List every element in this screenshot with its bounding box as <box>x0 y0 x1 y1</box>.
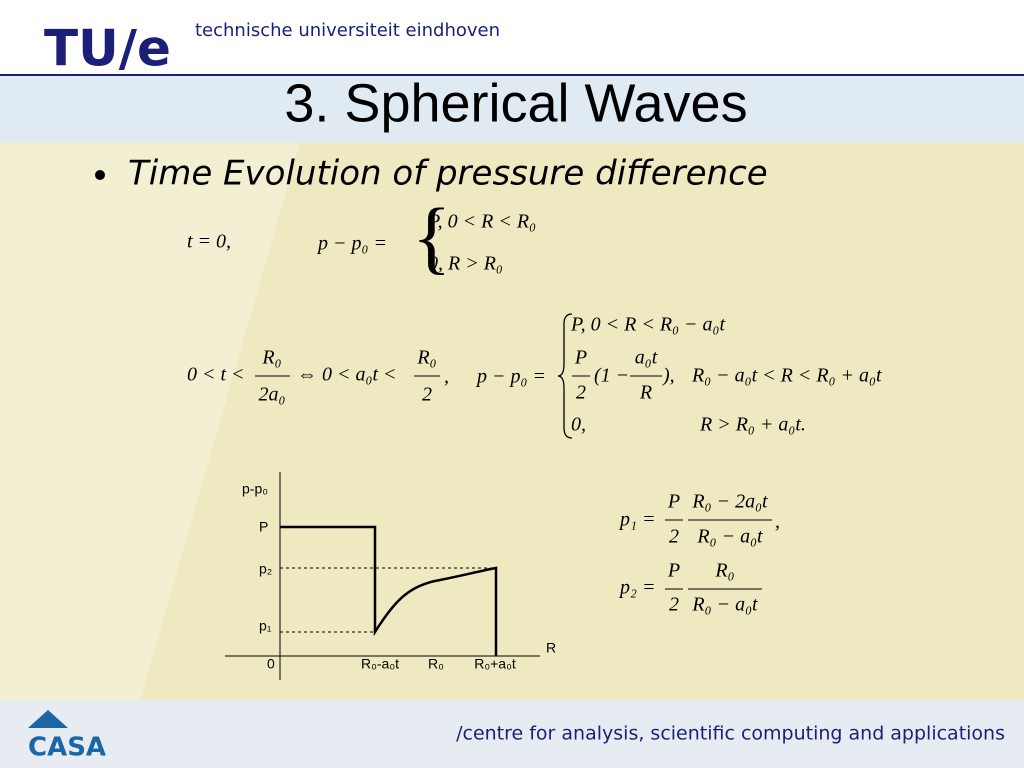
background-shade <box>0 143 300 700</box>
logo-roof <box>28 710 68 728</box>
eq-text: 0, R > R₀ <box>428 253 503 275</box>
equation: p₁ = P 2 R₀ − 2a₀t R₀ − a₀t , p₂ = P 2 R… <box>618 491 780 616</box>
equation: t = 0, p − p₀ = { P, 0 < R < R₀ 0, R > R… <box>187 191 536 282</box>
eq-text: R₀ <box>261 347 281 369</box>
eq-text: 2 <box>422 384 432 406</box>
equation: 0 < t < R₀ 2a₀ ⇔ 0 < a₀t < R₀ 2 , p − p₀… <box>187 313 882 439</box>
eq-text: 2a₀ <box>259 384 286 406</box>
eq-text: P, 0 < R < R₀ − a₀t <box>570 314 725 336</box>
graph-label: P <box>259 519 268 535</box>
eq-text: R₀ − a₀t <box>696 526 763 548</box>
bullet-text: Time Evolution of pressure difference <box>128 154 768 194</box>
eq-text: t = 0, <box>187 231 231 253</box>
footer-logo: CASA <box>28 733 106 763</box>
eq-text: P, 0 < R < R₀ <box>427 211 536 233</box>
header-band <box>0 0 1024 75</box>
eq-text: R₀ − 2a₀t <box>691 491 768 513</box>
eq-text: ), <box>662 365 675 387</box>
graph-label: R₀-a₀t <box>361 656 399 672</box>
logo: TU/e <box>44 20 171 78</box>
brace <box>557 313 573 439</box>
slide-title: 3. Spherical Waves <box>284 73 747 133</box>
eq-text: p − p₀ = <box>475 366 546 388</box>
eq-text: , <box>775 511 780 533</box>
graph-label: R₀+a₀t <box>474 656 516 672</box>
eq-text: (1 − <box>594 365 629 387</box>
eq-text: a₀t <box>635 347 658 369</box>
institution: technische universiteit eindhoven <box>195 20 500 41</box>
footer-text: /centre for analysis, scientific computi… <box>456 723 1005 745</box>
eq-text: p₁ = <box>618 509 655 531</box>
eq-text: ⇔ 0 < a₀t < <box>297 364 397 386</box>
eq-text: 2 <box>669 526 679 548</box>
eq-text: P <box>574 347 587 369</box>
eq-text: R₀ − a₀t < R < R₀ + a₀t <box>691 365 882 387</box>
eq-text: p₂ = <box>618 577 655 599</box>
eq-text: R₀ <box>416 347 436 369</box>
eq-text: 2 <box>576 382 586 404</box>
graph-label: R₀ <box>428 656 444 672</box>
graph-label: p₁ <box>259 618 272 634</box>
eq-text: , <box>444 366 449 388</box>
eq-text: 0 < t < <box>187 364 245 386</box>
graph-label: 0 <box>267 656 275 672</box>
eq-text: R₀ − a₀t <box>691 594 758 616</box>
footer-band <box>0 700 1024 768</box>
eq-text: 0, <box>571 414 586 436</box>
eq-text: R > R₀ + a₀t. <box>699 414 806 436</box>
eq-text: P <box>667 560 680 582</box>
eq-text: P <box>667 491 680 513</box>
bullet-dot <box>95 170 105 180</box>
eq-text: 2 <box>669 594 679 616</box>
graph-label: p₂ <box>259 561 272 577</box>
pressure-curve <box>280 525 498 656</box>
eq-text: R <box>639 382 652 404</box>
title-band <box>0 76 1024 143</box>
eq-text: R₀ <box>714 560 734 582</box>
graph-label: R <box>546 640 556 656</box>
graph-label: p-p₀ <box>242 481 268 497</box>
brace: { <box>412 191 451 282</box>
graph: p-p₀ P p₂ p₁ 0 R₀-a₀t R₀ R₀+a₀t R <box>225 472 556 680</box>
eq-text: p − p₀ = <box>316 233 387 255</box>
